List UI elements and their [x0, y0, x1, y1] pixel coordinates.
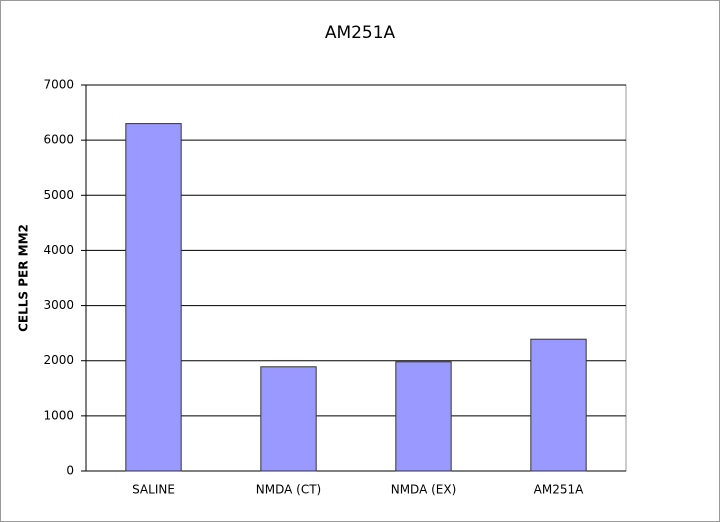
- x-tick-label: AM251A: [534, 483, 584, 497]
- x-tick-label: SALINE: [132, 483, 175, 497]
- y-tick-label: 0: [66, 464, 74, 478]
- x-tick-label: NMDA (CT): [256, 483, 321, 497]
- y-tick-label: 7000: [43, 78, 74, 92]
- bar: [530, 338, 587, 472]
- y-tick-label: 2000: [43, 353, 74, 367]
- y-tick-label: 3000: [43, 298, 74, 312]
- bar: [395, 361, 452, 472]
- x-tick-label: NMDA (EX): [391, 483, 457, 497]
- chart-title: AM251A: [325, 23, 396, 43]
- bar: [260, 366, 317, 472]
- bar: [125, 123, 182, 472]
- y-tick-label: 4000: [43, 243, 74, 257]
- y-tick-label: 6000: [43, 133, 74, 147]
- y-tick-label: 1000: [43, 408, 74, 422]
- y-tick-label: 5000: [43, 188, 74, 202]
- y-axis-label: CELLS PER MM2: [17, 224, 31, 332]
